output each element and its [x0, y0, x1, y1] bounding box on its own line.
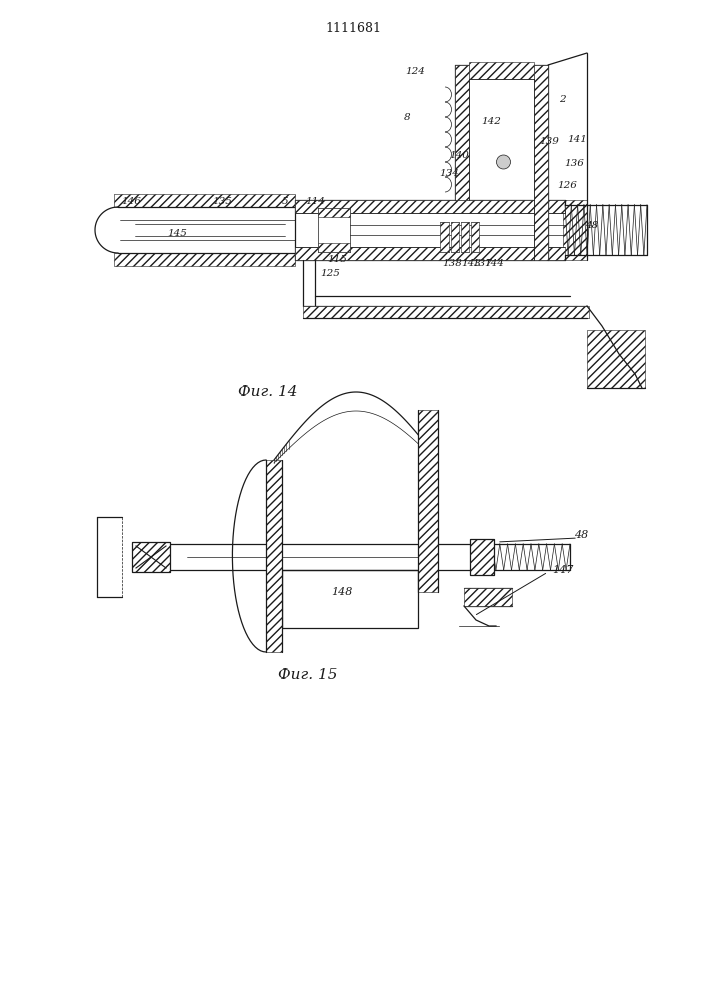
Text: 124: 124: [405, 68, 425, 77]
Text: 134: 134: [439, 169, 459, 178]
Text: 140: 140: [449, 150, 469, 159]
Bar: [451, 222, 459, 252]
Bar: [114, 253, 295, 266]
Bar: [469, 62, 534, 79]
Text: 136: 136: [564, 159, 584, 168]
Text: 137: 137: [472, 259, 492, 268]
Bar: [282, 570, 418, 628]
Bar: [470, 539, 494, 575]
Bar: [464, 588, 512, 606]
Text: 114: 114: [305, 198, 325, 207]
Bar: [534, 65, 548, 260]
Text: 5: 5: [281, 198, 288, 207]
Bar: [318, 243, 350, 252]
Text: 148: 148: [332, 587, 353, 597]
Text: 135: 135: [212, 198, 232, 207]
Bar: [440, 222, 449, 252]
Text: Фиг. 15: Фиг. 15: [279, 668, 338, 682]
Bar: [266, 460, 282, 652]
Bar: [295, 200, 565, 213]
Bar: [471, 222, 479, 252]
Bar: [132, 542, 170, 572]
Bar: [132, 542, 170, 572]
Circle shape: [496, 155, 510, 169]
Bar: [587, 330, 645, 388]
Text: 8: 8: [404, 113, 410, 122]
Bar: [303, 306, 589, 318]
Text: 144: 144: [484, 259, 504, 268]
Text: 139: 139: [539, 137, 559, 146]
Text: 126: 126: [557, 180, 577, 190]
Text: 141: 141: [567, 135, 587, 144]
Text: 146: 146: [121, 198, 141, 207]
Text: 147: 147: [552, 565, 573, 575]
Bar: [418, 410, 438, 592]
Text: 2: 2: [559, 96, 566, 104]
Text: 143: 143: [461, 259, 481, 268]
Bar: [470, 539, 494, 575]
Text: 125: 125: [320, 269, 340, 278]
Bar: [563, 200, 587, 260]
Bar: [114, 194, 295, 207]
Bar: [318, 208, 350, 217]
Bar: [455, 65, 469, 200]
Text: 145: 145: [167, 230, 187, 238]
Text: Фиг. 14: Фиг. 14: [238, 385, 298, 399]
Text: 1111681: 1111681: [325, 22, 381, 35]
Bar: [461, 222, 469, 252]
Text: 138: 138: [442, 259, 462, 268]
Text: 48: 48: [585, 221, 599, 230]
Text: 115: 115: [327, 255, 347, 264]
Text: 142: 142: [481, 117, 501, 126]
Bar: [295, 247, 565, 260]
Text: 48: 48: [574, 530, 588, 540]
